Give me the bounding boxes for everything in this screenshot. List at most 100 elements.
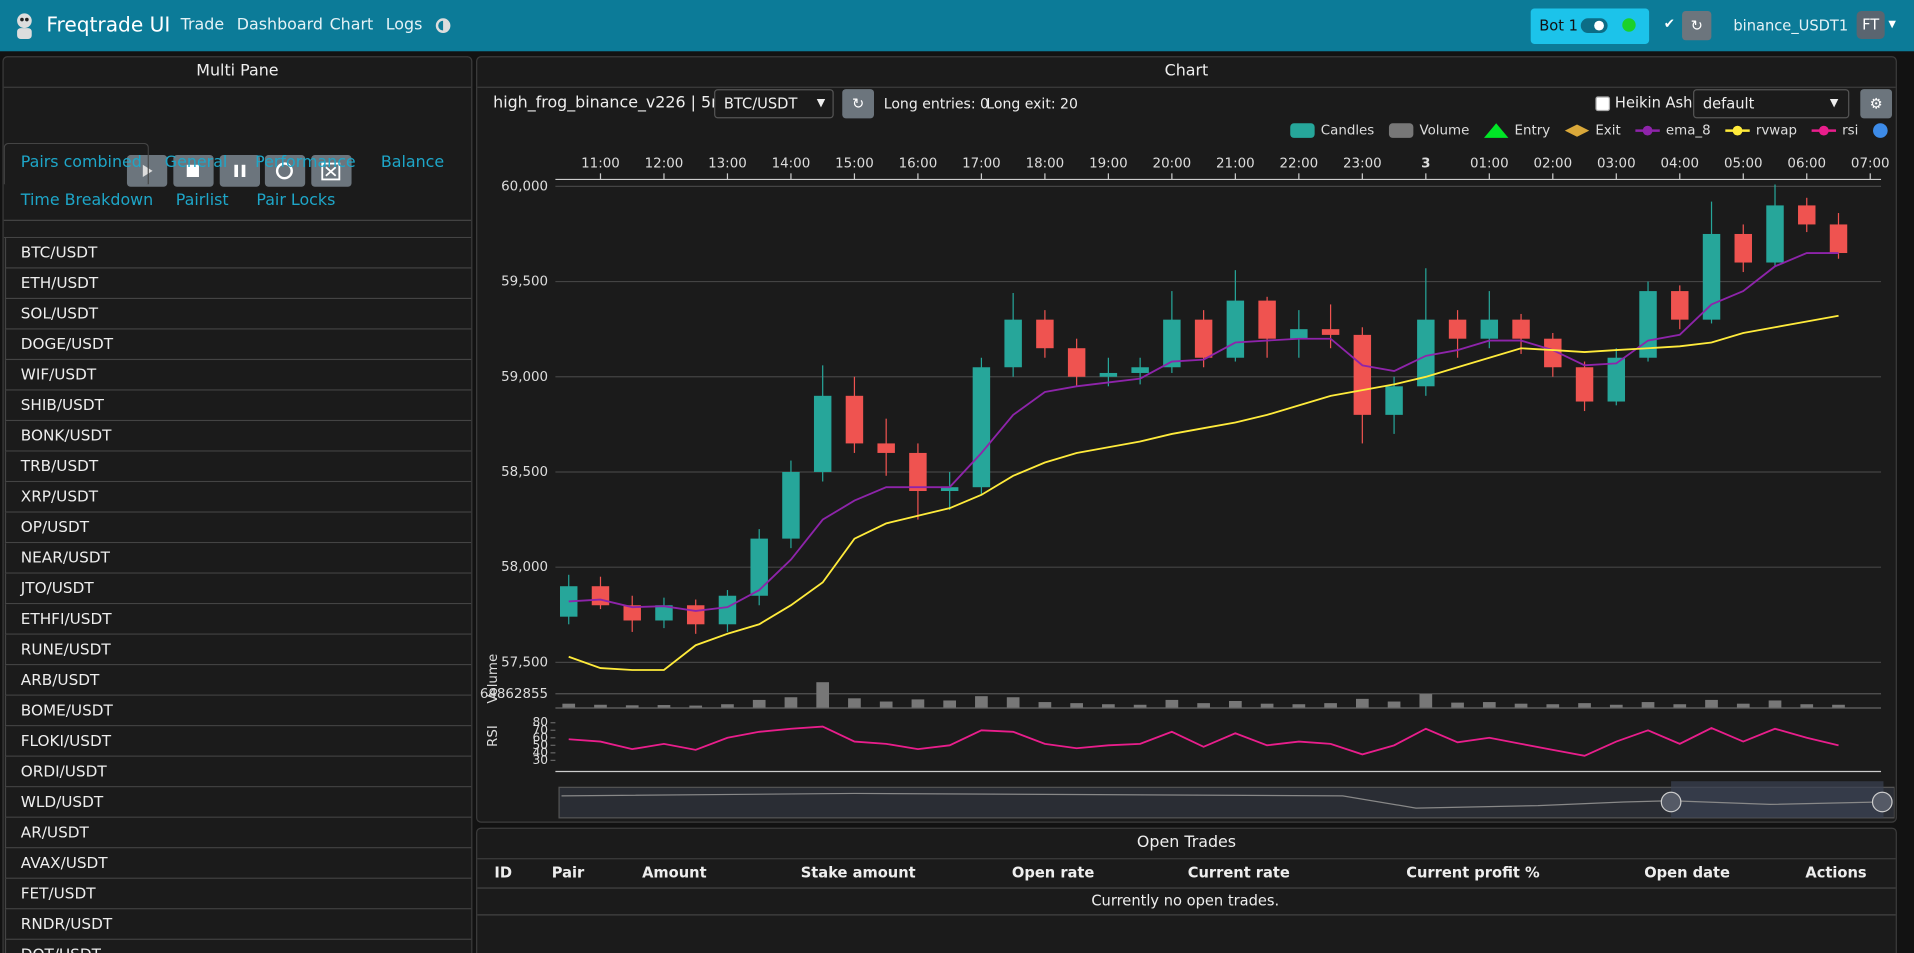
- volume-bar: [1102, 704, 1115, 708]
- pair-item[interactable]: WLD/USDT: [4, 787, 472, 818]
- pair-item[interactable]: ETH/USDT: [4, 268, 472, 300]
- candle-body: [718, 595, 737, 625]
- tab[interactable]: General: [164, 153, 228, 173]
- pair-item[interactable]: BOME/USDT: [4, 695, 472, 727]
- x-tick-label: 02:00: [1533, 157, 1572, 172]
- volume-bar: [1133, 704, 1147, 708]
- pair-item[interactable]: AR/USDT: [4, 817, 472, 849]
- x-tick-label: 05:00: [1724, 157, 1763, 172]
- legend-item[interactable]: Entry: [1483, 123, 1550, 139]
- volume-bar: [752, 699, 766, 708]
- logo: [17, 13, 32, 40]
- volume-bar: [879, 701, 893, 708]
- check-icon: ✔: [1663, 15, 1676, 32]
- refresh-button[interactable]: ↻: [842, 89, 874, 119]
- nav-link[interactable]: Chart: [329, 15, 374, 35]
- volume-bar: [911, 699, 925, 708]
- candle-body: [1163, 319, 1181, 368]
- bot-selector[interactable]: Bot 1: [1530, 8, 1650, 44]
- volume-bar: [1546, 704, 1560, 708]
- tab[interactable]: Time Breakdown: [20, 191, 154, 210]
- navigator-handle[interactable]: [1871, 791, 1893, 813]
- pair-item[interactable]: AVAX/USDT: [4, 848, 472, 879]
- nav-link[interactable]: Logs: [385, 15, 423, 35]
- volume-bar: [1419, 694, 1433, 708]
- pause-button[interactable]: [219, 155, 261, 187]
- pair-item[interactable]: XRP/USDT: [4, 482, 472, 513]
- legend-item[interactable]: Volume: [1388, 123, 1469, 139]
- volume-bar: [1260, 703, 1274, 708]
- pair-item[interactable]: FLOKI/USDT: [4, 726, 472, 757]
- candle-body: [1798, 205, 1816, 225]
- pair-item[interactable]: ARB/USDT: [4, 665, 472, 696]
- toggle-knob: [1594, 20, 1604, 31]
- legend-item[interactable]: ema_8: [1635, 124, 1711, 139]
- refresh-button[interactable]: ↻: [1682, 10, 1712, 41]
- legend-item[interactable]: Candles: [1290, 123, 1374, 139]
- legend-item[interactable]: Trades: [1873, 123, 1894, 138]
- tab[interactable]: Pair Locks: [256, 191, 336, 210]
- pair-item[interactable]: SHIB/USDT: [4, 390, 472, 422]
- active-tab[interactable]: [3, 142, 149, 185]
- pair-item[interactable]: NEAR/USDT: [4, 543, 472, 574]
- volume-bar: [1800, 704, 1814, 708]
- table-divider: [477, 887, 1896, 889]
- pair-item[interactable]: JTO/USDT: [4, 573, 472, 605]
- forceexit-button[interactable]: [311, 155, 352, 187]
- user-avatar[interactable]: FT: [1856, 10, 1885, 40]
- pair-item[interactable]: ORDI/USDT: [4, 756, 472, 788]
- pair-item[interactable]: BTC/USDT: [4, 238, 472, 269]
- toggle[interactable]: [1580, 18, 1608, 33]
- candle-body: [1829, 224, 1848, 254]
- nav-link[interactable]: Trade: [180, 15, 225, 35]
- pair-select[interactable]: BTC/USDT ▼: [714, 89, 834, 119]
- column-header: Open date: [1644, 864, 1730, 882]
- legend-item[interactable]: rsi: [1811, 124, 1859, 139]
- pair-item[interactable]: FET/USDT: [4, 878, 472, 910]
- pair-list: BTC/USDT ETH/USDT SOL/USDT DOGE/USDT WIF/USD…: [3, 236, 472, 953]
- empty-message: Currently no open trades.: [1091, 892, 1280, 910]
- volume-bar: [657, 705, 671, 708]
- plot-config-select[interactable]: default ▼: [1693, 89, 1850, 119]
- tab[interactable]: Pairlist: [175, 191, 229, 210]
- brand[interactable]: Freqtrade UI: [46, 13, 171, 37]
- tab[interactable]: Pairs combined: [20, 153, 142, 173]
- pair-item[interactable]: RNDR/USDT: [4, 909, 472, 940]
- x-tick-label: 11:00: [581, 157, 620, 172]
- theme-toggle[interactable]: [435, 17, 452, 34]
- navigator[interactable]: [558, 781, 1895, 819]
- nav-link[interactable]: Dashboard: [236, 15, 323, 35]
- heikin-label[interactable]: Heikin Ashi: [1614, 93, 1697, 112]
- candle-body: [1258, 300, 1276, 339]
- pair-item[interactable]: OP/USDT: [4, 512, 472, 544]
- heikin-checkbox[interactable]: [1595, 96, 1611, 112]
- candle-body: [1734, 233, 1752, 263]
- navigator-window[interactable]: [1671, 781, 1884, 818]
- pair-item[interactable]: TRB/USDT: [4, 451, 472, 483]
- volume-bar: [1768, 700, 1782, 708]
- pair-item[interactable]: DOGE/USDT: [4, 329, 472, 361]
- tab[interactable]: Balance: [380, 153, 445, 173]
- settings-button[interactable]: ⚙: [1860, 89, 1893, 119]
- pair-item[interactable]: RUNE/USDT: [4, 634, 472, 666]
- candle-body: [940, 487, 959, 492]
- x-tick-label: 01:00: [1470, 157, 1509, 172]
- legend-item[interactable]: Exit: [1564, 124, 1621, 139]
- x-tick-label: 13:00: [708, 157, 747, 172]
- pair-item[interactable]: WIF/USDT: [4, 360, 472, 391]
- pair-item[interactable]: BONK/USDT: [4, 421, 472, 452]
- pair-item[interactable]: ETHFI/USDT: [4, 604, 472, 635]
- legend-item[interactable]: rvwap: [1725, 124, 1797, 139]
- volume-bar: [1832, 704, 1845, 708]
- legend-swatch: [1483, 123, 1509, 138]
- legend-label: Exit: [1595, 124, 1620, 139]
- candle-body: [1448, 319, 1467, 339]
- reload-button[interactable]: [264, 155, 306, 187]
- pair-item[interactable]: SOL/USDT: [4, 299, 472, 330]
- stop-button[interactable]: [173, 155, 214, 187]
- x-tick-label: 19:00: [1089, 157, 1128, 172]
- pair-item[interactable]: DOT/USDT: [4, 939, 472, 953]
- navigator-handle[interactable]: [1660, 791, 1682, 813]
- tab[interactable]: Performance: [255, 153, 356, 173]
